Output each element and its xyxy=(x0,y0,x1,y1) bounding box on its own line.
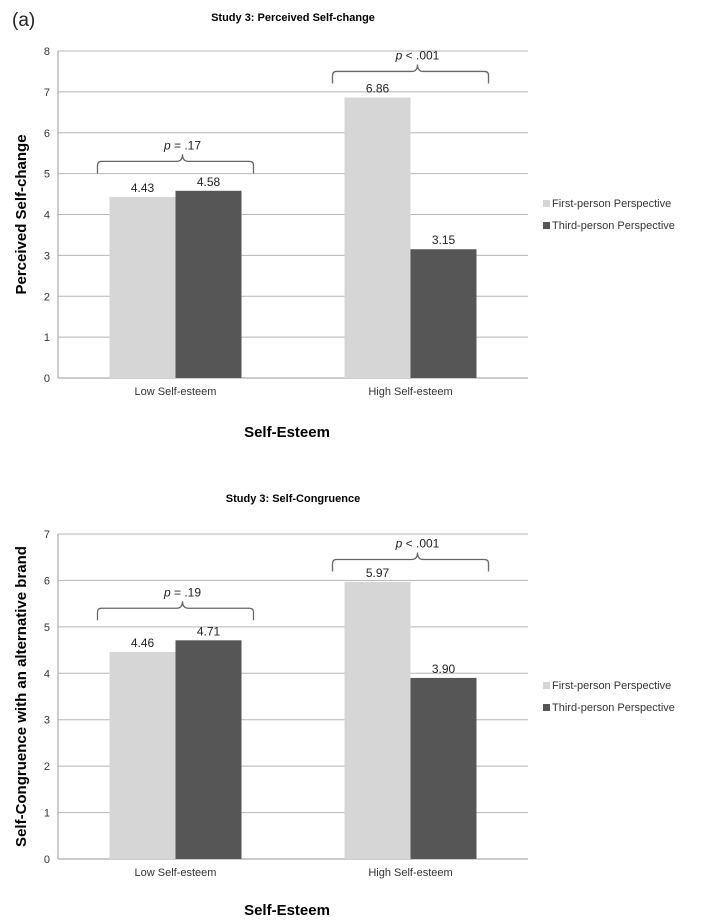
chart2-bar-s0-c1 xyxy=(344,581,411,859)
panel-label: (a) xyxy=(12,10,36,31)
chart2-datalabel-s1-c1: 3.90 xyxy=(432,662,456,676)
chart1-bracket-0 xyxy=(96,154,255,174)
chart1-legend-swatch-0 xyxy=(543,200,550,207)
chart1-datalabel-s1-c0: 4.58 xyxy=(197,175,221,189)
chart2-legend-swatch-0 xyxy=(543,682,550,689)
chart2-ylabel: Self-Congruence with an alternative bran… xyxy=(13,546,30,847)
chart2-pvalue-1: p < .001 xyxy=(395,537,440,551)
chart1-ytick-3: 3 xyxy=(44,250,50,262)
chart2-bracket-0 xyxy=(96,601,255,621)
chart2-pvalue-0: p = .19 xyxy=(163,585,201,599)
chart2-xlabel: Self-Esteem xyxy=(244,902,330,919)
chart2-category-1: High Self-esteem xyxy=(368,867,452,879)
chart1-ytick-0: 0 xyxy=(44,373,50,385)
chart1-title: Study 3: Perceived Self-change xyxy=(211,12,375,24)
chart2-ytick-1: 1 xyxy=(44,808,50,820)
chart1-ytick-7: 7 xyxy=(44,87,50,99)
chart1-ylabel: Perceived Self-change xyxy=(13,134,30,294)
chart2-bar-s0-c0 xyxy=(109,651,176,859)
chart1-ytick-8: 8 xyxy=(44,46,50,58)
chart1-legend-label-1: Third-person Perspective xyxy=(552,220,675,232)
chart2-datalabel-s1-c0: 4.71 xyxy=(197,624,221,638)
chart1-bar-s0-c1 xyxy=(344,97,411,378)
chart1-legend-swatch-1 xyxy=(543,222,550,229)
chart2-datalabel-s0-c0: 4.46 xyxy=(131,636,155,650)
chart1-ytick-6: 6 xyxy=(44,128,50,140)
chart1-bar-s0-c0 xyxy=(109,196,176,378)
chart2-legend-label-0: First-person Perspective xyxy=(552,680,671,692)
chart1-xlabel: Self-Esteem xyxy=(244,424,330,441)
chart2-bar-s1-c1 xyxy=(410,677,477,859)
chart1-ytick-5: 5 xyxy=(44,169,50,181)
chart2-category-0: Low Self-esteem xyxy=(135,867,217,879)
chart2-ytick-7: 7 xyxy=(44,529,50,541)
chart1-datalabel-s0-c0: 4.43 xyxy=(131,181,155,195)
chart2-ytick-0: 0 xyxy=(44,854,50,866)
chart1-bracket-1 xyxy=(331,64,490,84)
chart1-ytick-4: 4 xyxy=(44,210,50,222)
chart1-bar-s1-c1 xyxy=(410,249,477,378)
chart2-ytick-3: 3 xyxy=(44,715,50,727)
chart2-datalabel-s0-c1: 5.97 xyxy=(366,566,390,580)
chart2-legend-swatch-1 xyxy=(543,704,550,711)
chart1-pvalue-1: p < .001 xyxy=(395,48,440,62)
chart2-ytick-2: 2 xyxy=(44,761,50,773)
chart1-category-1: High Self-esteem xyxy=(368,386,452,398)
chart2-ytick-4: 4 xyxy=(44,668,50,680)
chart2-bracket-1 xyxy=(331,552,490,572)
chart1-datalabel-s1-c1: 3.15 xyxy=(432,233,456,247)
chart1-category-0: Low Self-esteem xyxy=(135,386,217,398)
chart1-ytick-2: 2 xyxy=(44,291,50,303)
chart1-datalabel-s0-c1: 6.86 xyxy=(366,82,390,96)
chart2-ytick-5: 5 xyxy=(44,622,50,634)
chart1-bar-s1-c0 xyxy=(175,190,242,378)
chart1-ytick-1: 1 xyxy=(44,332,50,344)
chart2-ytick-6: 6 xyxy=(44,575,50,587)
chart1-pvalue-0: p = .17 xyxy=(163,138,201,152)
chart2-title: Study 3: Self-Congruence xyxy=(226,493,360,505)
chart2-bar-s1-c0 xyxy=(175,640,242,859)
chart2-legend-label-1: Third-person Perspective xyxy=(552,702,675,714)
chart1-legend-label-0: First-person Perspective xyxy=(552,198,671,210)
